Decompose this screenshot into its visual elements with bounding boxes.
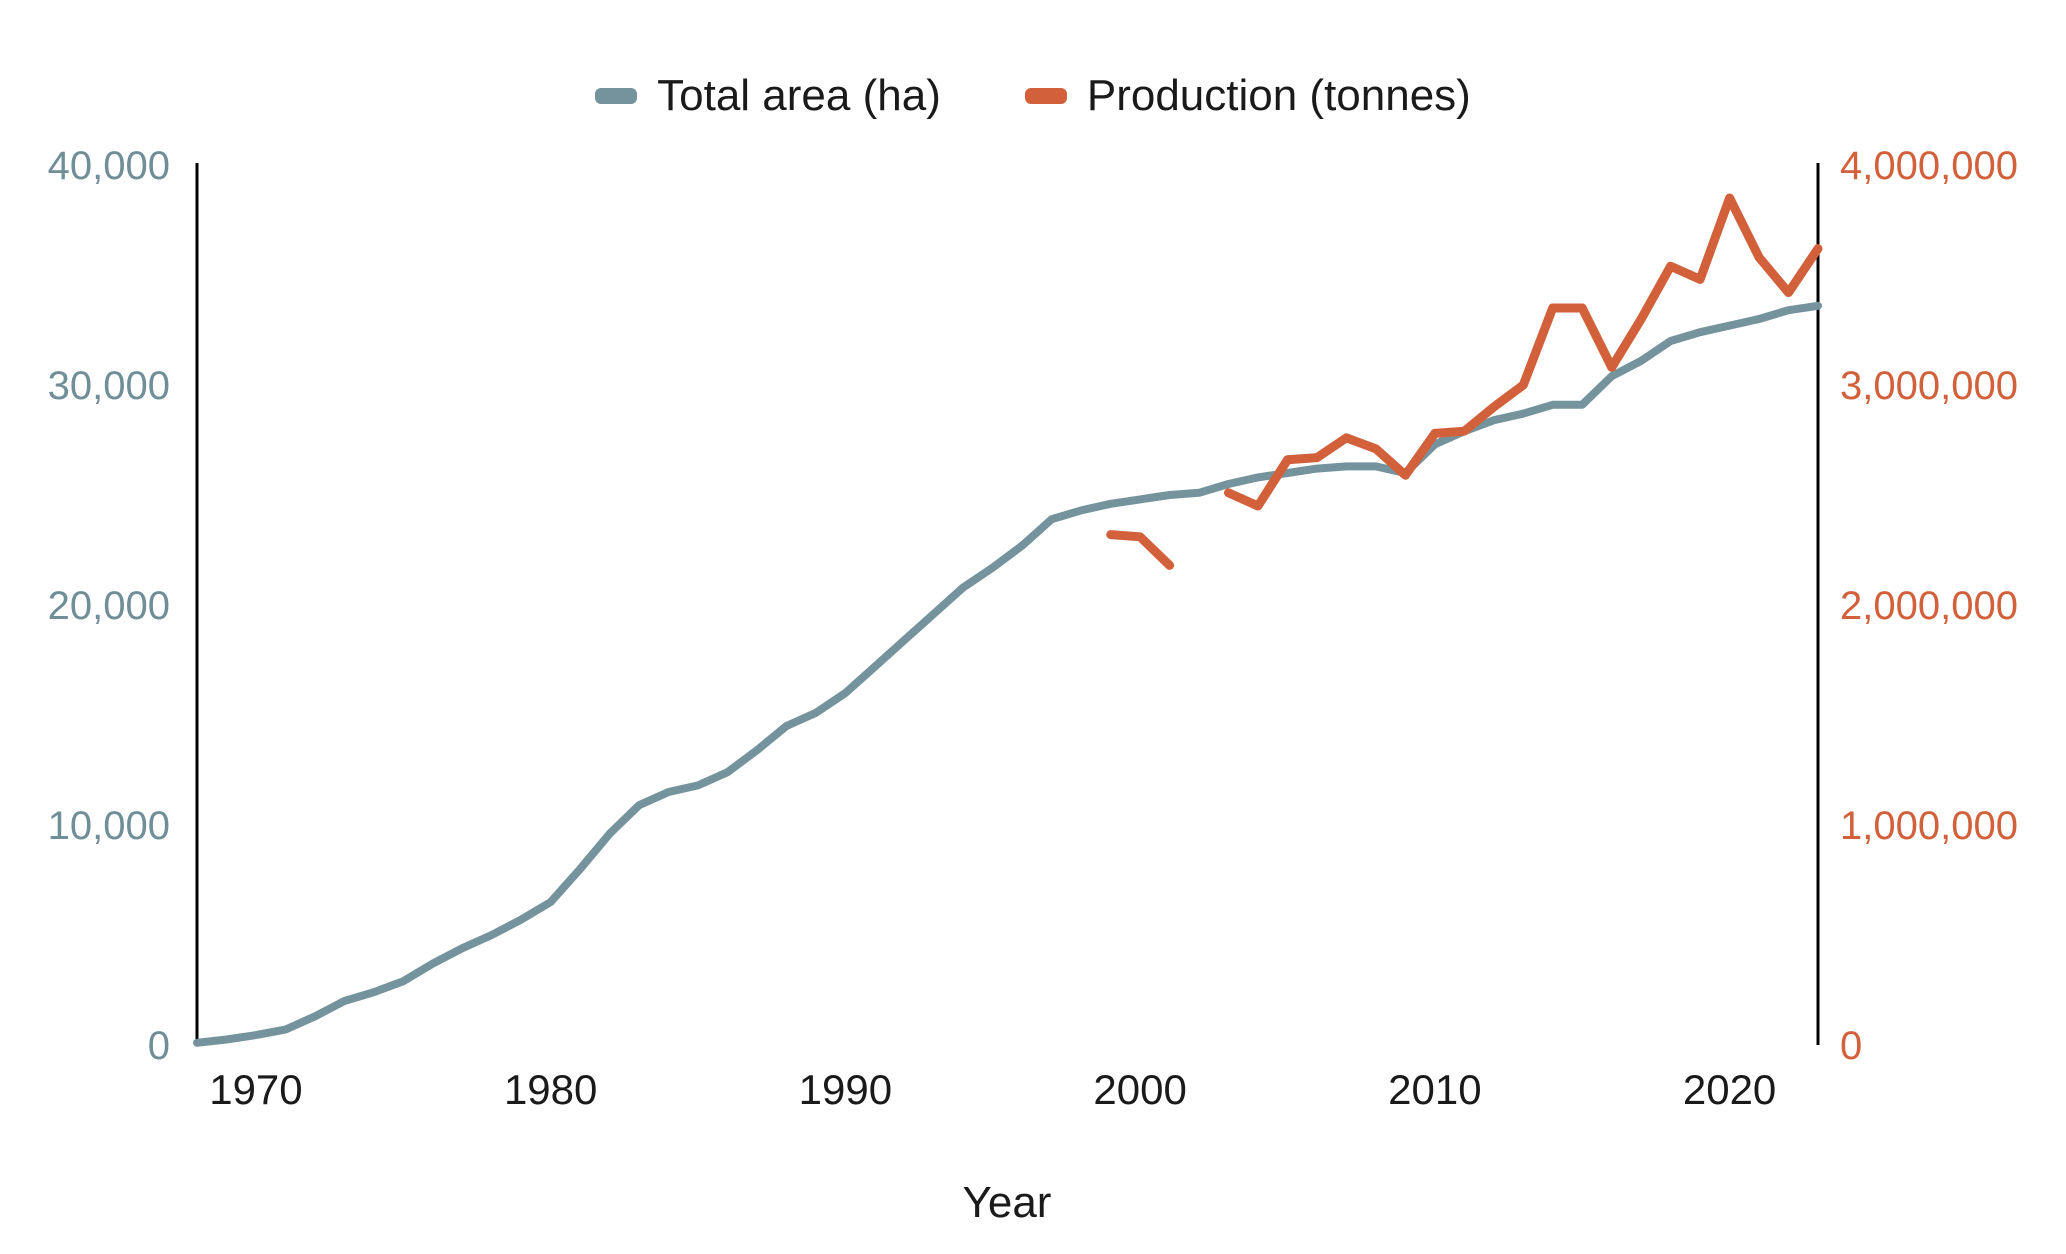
x-axis-title: Year [962,1178,1052,1227]
legend-item-total-area: Total area (ha) [595,74,941,118]
series-line-total-area [193,301,1822,1047]
x-axis-tick-label: 1980 [504,1066,597,1113]
x-axis-tick-label: 1990 [799,1066,892,1113]
chart-legend: Total area (ha) Production (tonnes) [0,74,2066,118]
y-axis-left-tick-label: 0 [148,1024,170,1068]
y-axis-right-tick-label: 1,000,000 [1840,804,2018,848]
y-axis-left-tick-label: 10,000 [48,804,170,848]
legend-label-total-area: Total area (ha) [657,71,941,120]
x-axis-tick-label: 1970 [209,1066,302,1113]
legend-swatch-total-area-icon [595,88,638,104]
y-axis-right-tick-label: 3,000,000 [1840,364,2018,408]
y-axis-right-tick-label: 0 [1840,1024,1862,1068]
legend-item-production: Production (tonnes) [1024,71,1471,120]
x-axis-tick-label: 2000 [1093,1066,1186,1113]
legend-swatch-production-icon [1024,88,1067,104]
series-line-production [1106,193,1823,570]
y-axis-left-tick-label: 20,000 [48,584,170,628]
y-axis-right-tick-label: 2,000,000 [1840,584,2018,628]
legend-label-production: Production (tonnes) [1086,71,1471,120]
x-axis-tick-label: 2020 [1683,1066,1776,1113]
y-axis-left-tick-label: 40,000 [48,144,170,188]
y-axis-right-tick-label: 4,000,000 [1840,144,2018,188]
y-axis-left-tick-label: 30,000 [48,364,170,408]
x-axis-tick-label: 2010 [1388,1066,1481,1113]
